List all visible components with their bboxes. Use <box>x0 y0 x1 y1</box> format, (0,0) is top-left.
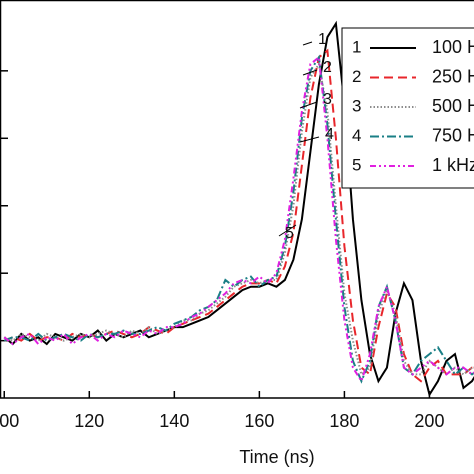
legend-label: 1 kHz <box>432 155 474 175</box>
x-tick-label: 180 <box>329 411 359 431</box>
legend-number: 5 <box>352 155 361 174</box>
series-line <box>3 55 474 384</box>
legend-number: 3 <box>352 96 361 115</box>
annotation-leader <box>299 136 320 143</box>
x-tick-label: 140 <box>159 411 189 431</box>
annotation: 3 <box>323 91 332 108</box>
legend-label: 750 Hz <box>432 125 474 145</box>
annotation: 5 <box>285 225 294 242</box>
annotation: 1 <box>318 31 327 48</box>
legend-box <box>341 27 474 189</box>
x-tick-label: 160 <box>244 411 274 431</box>
legend-label: 100 Hz <box>432 37 474 57</box>
x-tick-label: 200 <box>414 411 444 431</box>
annotation-leader <box>278 224 297 237</box>
legend-number: 4 <box>352 126 361 145</box>
legend-number: 2 <box>352 67 361 86</box>
series-line <box>3 48 474 383</box>
legend-number: 1 <box>352 37 361 56</box>
legend-label: 500 Hz <box>432 96 474 116</box>
x-tick-label: 100 <box>0 411 19 431</box>
annotation: 4 <box>325 126 334 143</box>
series-line <box>3 61 474 377</box>
legend-label: 250 Hz <box>432 66 474 86</box>
annotation: 2 <box>323 59 332 76</box>
x-axis-title: Time (ns) <box>239 447 314 467</box>
x-tick-label: 120 <box>74 411 104 431</box>
annotation-leader <box>302 41 313 46</box>
annotation-leader <box>302 69 318 76</box>
annotation-leader <box>299 101 318 109</box>
